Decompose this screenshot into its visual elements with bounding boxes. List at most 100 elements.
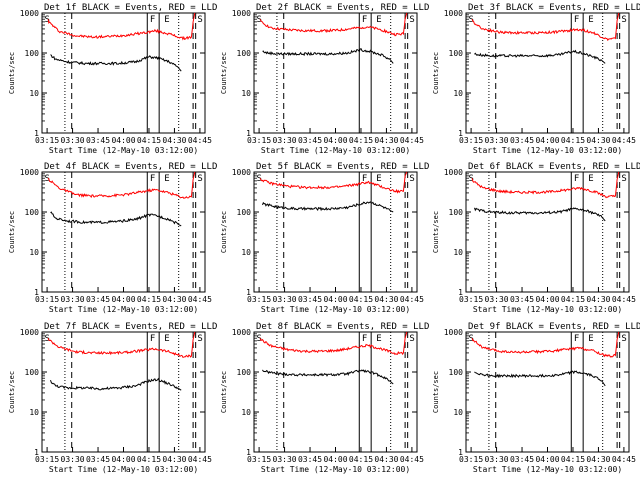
x-tick-label: 03:30: [61, 295, 85, 304]
x-tick-label: 04:30: [374, 295, 398, 304]
flag-label: S: [621, 174, 626, 184]
x-tick-label: 03:30: [61, 136, 85, 145]
y-tick-label: 1: [34, 288, 39, 297]
y-tick-label: 1: [458, 288, 463, 297]
y-axis-label: Counts/sec: [8, 371, 16, 413]
x-tick-label: 03:45: [510, 295, 534, 304]
x-tick-label: 04:30: [586, 455, 610, 464]
y-axis-label: Counts/sec: [220, 52, 228, 94]
y-tick-label: 100: [449, 208, 464, 217]
flag-label: F: [150, 334, 155, 344]
flag-label: S: [469, 15, 474, 25]
events-series-line: [474, 49, 606, 64]
x-tick-label: 04:30: [162, 136, 186, 145]
flag-label: E: [164, 174, 169, 184]
x-axis-label: Start Time (12-May-10 03:12:00): [261, 146, 410, 155]
y-axis-label: Counts/sec: [220, 371, 228, 413]
x-tick-label: 04:00: [535, 295, 559, 304]
x-tick-label: 03:30: [485, 295, 509, 304]
panel-title: Det 6f BLACK = Events, RED = LLD: [468, 162, 640, 172]
x-tick-label: 04:15: [561, 136, 585, 145]
lld-series-line: [471, 331, 620, 358]
flag-label: E: [588, 334, 593, 344]
x-tick-label: 03:30: [485, 136, 509, 145]
y-tick-label: 1: [34, 129, 39, 138]
x-tick-label: 04:30: [162, 455, 186, 464]
y-axis-label: Counts/sec: [432, 371, 440, 413]
plot-frame: [41, 12, 206, 134]
plot-frame: [41, 171, 206, 293]
y-tick-label: 1000: [232, 328, 251, 337]
events-series-line: [262, 369, 394, 385]
events-series-line: [50, 377, 182, 391]
x-tick-label: 04:45: [400, 455, 424, 464]
x-tick-label: 04:45: [400, 295, 424, 304]
y-tick-label: 100: [25, 208, 40, 217]
x-axis-label: Start Time (12-May-10 03:12:00): [473, 465, 622, 474]
flag-label: S: [621, 15, 626, 25]
x-axis-label: Start Time (12-May-10 03:12:00): [49, 465, 198, 474]
lld-series-line: [47, 12, 196, 41]
flag-label: S: [257, 334, 262, 344]
y-tick-label: 10: [29, 89, 39, 98]
lld-series-line: [471, 171, 620, 199]
flag-label: S: [45, 174, 50, 184]
panel-title: Det 9f BLACK = Events, RED = LLD: [468, 322, 640, 332]
flag-label: S: [409, 174, 414, 184]
y-tick-label: 1000: [20, 9, 39, 18]
flag-label: S: [197, 15, 202, 25]
x-tick-label: 03:15: [35, 455, 59, 464]
lld-series-line: [259, 12, 408, 37]
x-tick-label: 04:00: [111, 295, 135, 304]
x-tick-label: 03:45: [86, 295, 110, 304]
x-axis-label: Start Time (12-May-10 03:12:00): [49, 146, 198, 155]
y-axis-label: Counts/sec: [8, 52, 16, 94]
events-series-line: [474, 207, 606, 222]
x-tick-label: 04:15: [349, 295, 373, 304]
x-tick-label: 03:30: [273, 136, 297, 145]
x-tick-label: 03:15: [459, 455, 483, 464]
y-tick-label: 10: [241, 408, 251, 417]
lld-series-line: [259, 331, 408, 356]
panel-title: Det 1f BLACK = Events, RED = LLD: [44, 3, 217, 13]
y-tick-label: 1: [458, 448, 463, 457]
x-tick-label: 04:45: [400, 136, 424, 145]
y-tick-label: 100: [449, 368, 464, 377]
y-tick-label: 10: [453, 408, 463, 417]
flag-label: S: [257, 15, 262, 25]
events-series-line: [50, 211, 182, 227]
x-tick-label: 04:00: [111, 455, 135, 464]
y-tick-label: 1: [246, 129, 251, 138]
flag-label: S: [409, 334, 414, 344]
flag-label: F: [362, 334, 367, 344]
x-tick-label: 04:15: [561, 295, 585, 304]
x-tick-label: 04:00: [111, 136, 135, 145]
y-tick-label: 100: [237, 208, 252, 217]
x-tick-label: 04:15: [349, 136, 373, 145]
x-axis-label: Start Time (12-May-10 03:12:00): [473, 305, 622, 314]
x-tick-label: 04:15: [137, 136, 161, 145]
flag-label: S: [409, 15, 414, 25]
flag-label: S: [45, 15, 50, 25]
flag-label: S: [197, 174, 202, 184]
x-tick-label: 03:45: [298, 455, 322, 464]
panel-9: Det 9f BLACK = Events, RED = LLD 1 10 100 10…: [432, 322, 640, 474]
x-tick-label: 04:30: [374, 455, 398, 464]
x-tick-label: 04:45: [188, 136, 212, 145]
x-tick-label: 04:00: [323, 295, 347, 304]
flag-label: E: [376, 334, 381, 344]
y-tick-label: 1: [34, 448, 39, 457]
x-tick-label: 03:15: [35, 136, 59, 145]
flag-label: F: [362, 174, 367, 184]
x-tick-label: 04:45: [612, 455, 636, 464]
flag-label: E: [164, 334, 169, 344]
x-tick-label: 03:15: [459, 295, 483, 304]
plot-frame: [41, 331, 206, 453]
flag-label: E: [588, 15, 593, 25]
x-tick-label: 04:15: [137, 295, 161, 304]
y-tick-label: 1: [246, 288, 251, 297]
y-tick-label: 100: [237, 368, 252, 377]
flag-label: S: [257, 174, 262, 184]
panel-1: Det 1f BLACK = Events, RED = LLD 1 10 100 10…: [8, 3, 217, 155]
x-tick-label: 04:45: [612, 295, 636, 304]
